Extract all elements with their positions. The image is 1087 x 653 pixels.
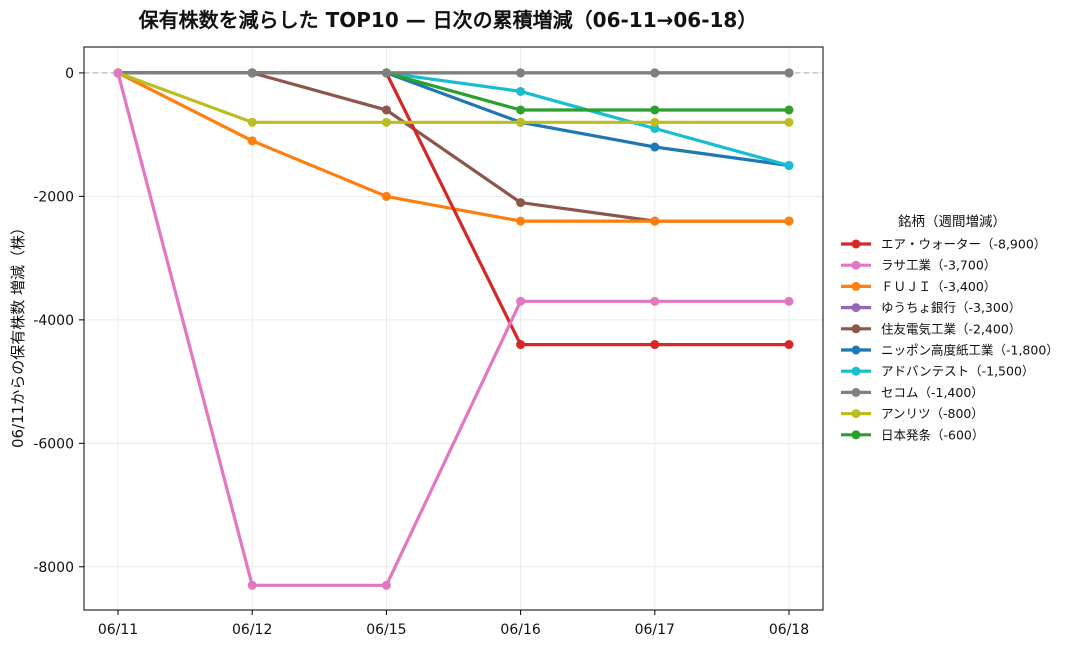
data-point bbox=[516, 216, 526, 226]
legend-swatch-marker bbox=[851, 345, 861, 355]
legend-entry: ゆうちょ銀行（-3,300） bbox=[841, 300, 1021, 315]
data-point bbox=[381, 580, 391, 590]
data-point bbox=[113, 68, 123, 78]
series-lines bbox=[113, 68, 794, 590]
x-tick-label: 06/18 bbox=[769, 622, 809, 638]
series-line bbox=[117, 71, 789, 124]
x-tick-label: 06/11 bbox=[98, 622, 138, 638]
data-point bbox=[784, 68, 794, 78]
series-line bbox=[118, 71, 789, 223]
legend-label: セコム（-1,400） bbox=[881, 385, 984, 400]
x-tick-label: 06/17 bbox=[635, 622, 675, 638]
data-point bbox=[650, 123, 660, 133]
data-point bbox=[784, 216, 794, 226]
legend-label: 住友電気工業（-2,400） bbox=[881, 321, 1021, 336]
axes: 06/11 06/12 06/15 06/16 06/17 06/18 0 -2000 -400… bbox=[33, 66, 809, 638]
legend-entry: ＦＵＪＩ（-3,400） bbox=[841, 279, 996, 294]
y-axis-label: 06/11からの保有株数 増減（株） bbox=[9, 220, 27, 448]
data-point bbox=[516, 86, 526, 96]
data-point bbox=[381, 191, 391, 201]
data-point bbox=[516, 198, 526, 208]
y-tick-label: -6000 bbox=[33, 436, 74, 452]
data-point bbox=[784, 296, 794, 306]
legend-label: ＦＵＪＩ（-3,400） bbox=[881, 279, 996, 294]
legend-label: アンリツ（-800） bbox=[881, 406, 984, 421]
series-line bbox=[118, 71, 789, 347]
data-point bbox=[650, 142, 660, 152]
legend-entry: セコム（-1,400） bbox=[841, 385, 984, 400]
legend-entry: アンリツ（-800） bbox=[841, 406, 984, 421]
legend-label: エア・ウォーター（-8,900） bbox=[881, 237, 1046, 252]
legend-swatch-marker bbox=[851, 430, 861, 440]
data-point bbox=[381, 68, 391, 78]
data-point bbox=[650, 216, 660, 226]
series-line bbox=[117, 71, 789, 223]
legend-entry: アドバンテスト（-1,500） bbox=[841, 364, 1034, 379]
data-point bbox=[784, 105, 794, 115]
legend-entry: 日本発条（-600） bbox=[841, 427, 984, 442]
series-line bbox=[116, 72, 789, 587]
data-point bbox=[784, 161, 794, 171]
legend-swatch-marker bbox=[851, 366, 861, 376]
series-line bbox=[118, 71, 789, 112]
data-point bbox=[784, 117, 794, 127]
data-point bbox=[516, 340, 526, 350]
x-tick-label: 06/15 bbox=[366, 622, 406, 638]
legend-label: ゆうちょ銀行（-3,300） bbox=[881, 300, 1021, 315]
legend-swatch-marker bbox=[851, 324, 861, 334]
plot-area-frame bbox=[83, 46, 824, 611]
data-point bbox=[650, 68, 660, 78]
legend-label: ニッポン高度紙工業（-1,800） bbox=[881, 343, 1059, 358]
y-tick-label: -8000 bbox=[33, 560, 74, 576]
y-tick-label: 0 bbox=[65, 66, 74, 82]
legend-entry: ラサ工業（-3,700） bbox=[841, 258, 996, 273]
series-7 bbox=[113, 68, 794, 78]
legend-entry: ニッポン高度紙工業（-1,800） bbox=[841, 343, 1059, 358]
data-point bbox=[516, 117, 526, 127]
data-point bbox=[516, 296, 526, 306]
legend-swatch-marker bbox=[851, 260, 861, 270]
y-tick-label: -2000 bbox=[33, 189, 74, 205]
data-point bbox=[650, 296, 660, 306]
data-point bbox=[381, 105, 391, 115]
chart-title: 保有株数を減らした TOP10 — 日次の累積増減（06-11→06-18） bbox=[138, 8, 758, 32]
series-line bbox=[118, 71, 790, 168]
data-point bbox=[247, 136, 257, 146]
data-point bbox=[650, 117, 660, 127]
legend-label: 日本発条（-600） bbox=[881, 427, 984, 442]
legend: 銘柄（週間増減） エア・ウォーター（-8,900） ラサ工業（-3,700） ＦＵＪ… bbox=[841, 213, 1059, 442]
legend-entry: エア・ウォーター（-8,900） bbox=[841, 237, 1046, 252]
legend-swatch-marker bbox=[851, 239, 861, 249]
legend-label: アドバンテスト（-1,500） bbox=[881, 364, 1034, 379]
legend-swatch-marker bbox=[851, 409, 861, 419]
legend-swatch-marker bbox=[851, 303, 861, 313]
x-tick-label: 06/12 bbox=[232, 622, 272, 638]
series-1 bbox=[113, 68, 794, 590]
y-tick-label: -4000 bbox=[33, 313, 74, 329]
legend-entry: 住友電気工業（-2,400） bbox=[841, 321, 1021, 336]
x-tick-label: 06/16 bbox=[500, 622, 540, 638]
data-point bbox=[650, 105, 660, 115]
data-point bbox=[516, 68, 526, 78]
grid bbox=[84, 47, 823, 610]
data-point bbox=[650, 340, 660, 350]
data-point bbox=[784, 340, 794, 350]
legend-title: 銘柄（週間増減） bbox=[898, 213, 1006, 230]
data-point bbox=[247, 117, 257, 127]
legend-swatch-marker bbox=[851, 281, 861, 291]
data-point bbox=[516, 105, 526, 115]
legend-swatch-marker bbox=[851, 387, 861, 397]
data-point bbox=[247, 580, 257, 590]
data-point bbox=[381, 117, 391, 127]
legend-label: ラサ工業（-3,700） bbox=[881, 258, 996, 273]
data-point bbox=[247, 68, 257, 78]
